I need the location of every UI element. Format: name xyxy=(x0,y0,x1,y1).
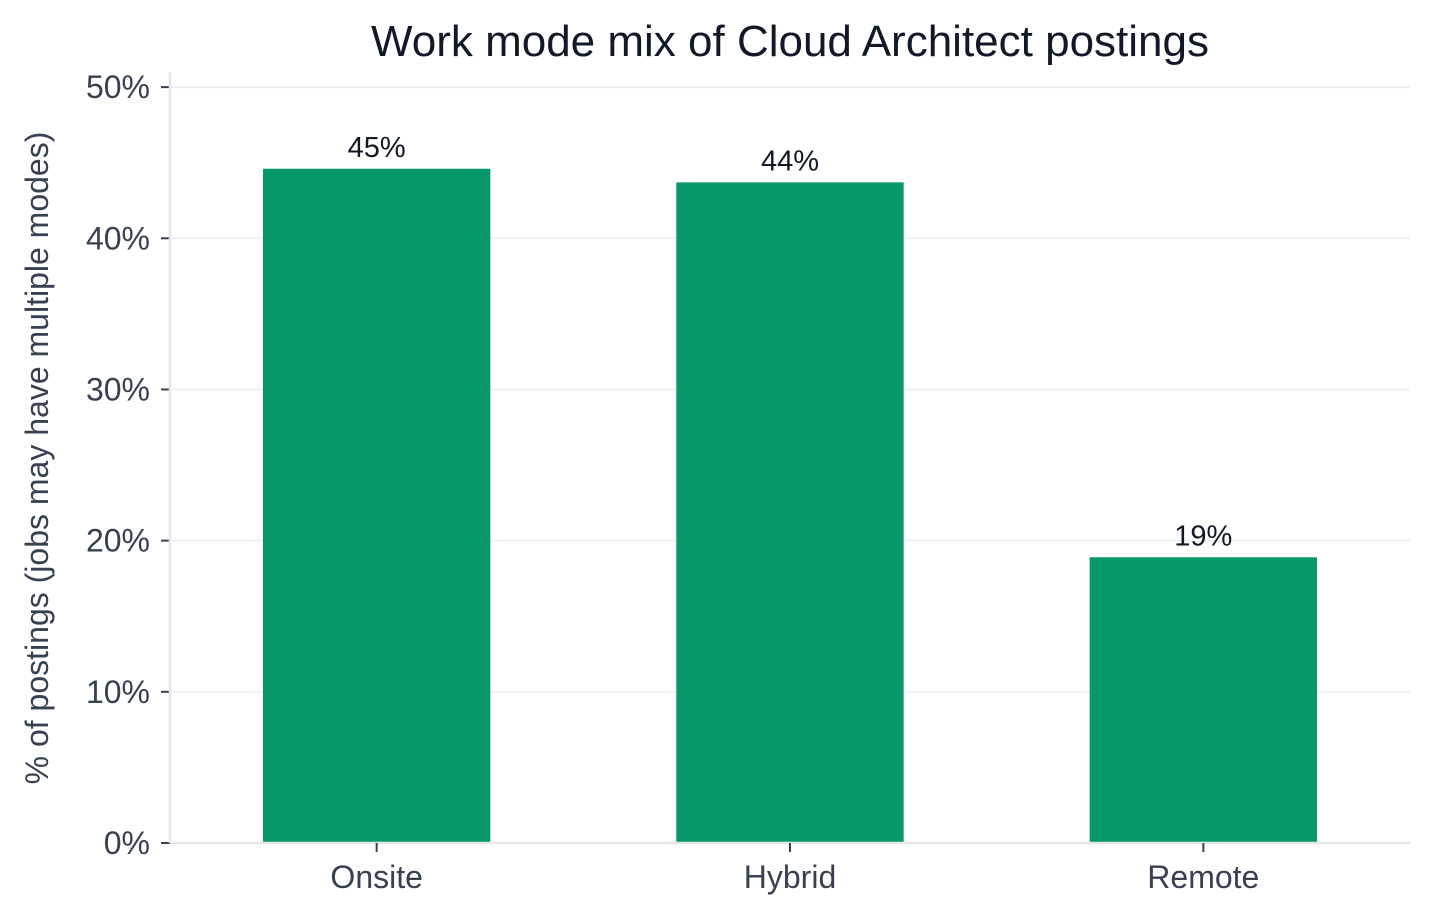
x-tick-label: Onsite xyxy=(330,859,422,895)
x-tick-label: Remote xyxy=(1147,859,1259,895)
data-label: 44% xyxy=(761,145,819,177)
axes: 0% 10% 20% 30% 40% 50% Onsite Hybrid Remote xyxy=(86,69,1410,895)
y-axis-label: % of postings (jobs may have multiple mo… xyxy=(19,132,55,785)
y-tick-label: 30% xyxy=(86,371,150,407)
y-tick-label: 10% xyxy=(86,674,150,710)
y-tick-label: 50% xyxy=(86,69,150,105)
data-labels: 45% 44% 19% xyxy=(348,132,1233,553)
y-tick-label: 20% xyxy=(86,523,150,559)
data-label: 19% xyxy=(1174,520,1232,552)
bar-onsite xyxy=(263,168,491,844)
bars xyxy=(263,168,1317,844)
y-tick-label: 0% xyxy=(104,825,150,861)
x-tick-label: Hybrid xyxy=(744,859,836,895)
y-tick-label: 40% xyxy=(86,220,150,256)
bar-remote xyxy=(1089,557,1317,843)
data-label: 45% xyxy=(348,132,406,164)
chart-title: Work mode mix of Cloud Architect posting… xyxy=(371,17,1209,66)
bar-hybrid xyxy=(676,182,904,843)
